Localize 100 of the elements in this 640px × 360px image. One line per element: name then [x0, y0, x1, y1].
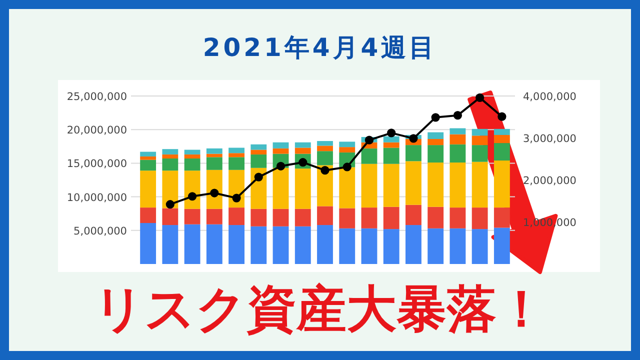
bar [472, 229, 488, 264]
bar [339, 228, 356, 264]
bar [317, 225, 333, 264]
bar [140, 208, 156, 224]
bar [494, 134, 510, 144]
bar [428, 228, 444, 264]
bar [228, 225, 244, 264]
bar [294, 142, 311, 148]
bar [140, 160, 156, 171]
bar [450, 208, 466, 228]
bar [184, 154, 200, 158]
bar [272, 226, 289, 264]
bar [294, 168, 311, 209]
bar [162, 208, 178, 226]
bar [250, 144, 267, 150]
bar [206, 148, 222, 154]
bar [228, 153, 244, 158]
bar [140, 152, 156, 156]
y-tick-label: 10,000,000 [66, 192, 127, 204]
bar [228, 148, 244, 154]
bar [228, 208, 244, 226]
bar [406, 225, 422, 264]
bar [428, 206, 444, 228]
y-tick-label: 25,000,000 [66, 91, 127, 103]
bar [361, 164, 378, 208]
bar [361, 228, 378, 264]
bar [450, 128, 466, 134]
chart-title: 2021年4月4週目 [202, 33, 438, 62]
bar [317, 141, 333, 146]
bar [361, 208, 378, 228]
bar [450, 228, 466, 264]
bar [450, 144, 466, 163]
bar [294, 208, 311, 226]
bar [294, 226, 311, 264]
bar [228, 157, 244, 170]
point [210, 188, 219, 198]
bar [450, 162, 466, 208]
y-tick-label: 5,000,000 [74, 225, 127, 238]
bar [140, 156, 156, 160]
point [431, 113, 440, 122]
bar [339, 147, 356, 152]
bar [428, 145, 444, 163]
bar [250, 150, 267, 154]
bar [140, 170, 156, 208]
point [276, 162, 286, 170]
point [387, 128, 396, 138]
text: リスク資産大暴落！ [94, 280, 546, 338]
bar [317, 146, 333, 152]
bar [383, 136, 400, 142]
point [476, 93, 484, 102]
bar [472, 162, 488, 208]
y-tick-label: 20,000,000 [66, 124, 127, 137]
y2-tick-label: 4,000,000 [523, 91, 576, 103]
point [232, 194, 241, 202]
bar [250, 226, 267, 264]
bar [472, 128, 488, 136]
point [188, 192, 197, 201]
bar [206, 154, 222, 158]
bar [494, 160, 510, 208]
bar [162, 225, 178, 264]
point [254, 172, 263, 182]
bar [206, 208, 222, 224]
bar [162, 154, 178, 158]
point [498, 112, 506, 121]
bar [383, 148, 400, 164]
bar [250, 154, 267, 168]
point [364, 136, 374, 144]
point [166, 200, 174, 209]
bar [250, 208, 267, 226]
bar [383, 229, 400, 264]
bar [272, 148, 289, 154]
bar [339, 208, 356, 228]
bar [184, 208, 200, 224]
bar [406, 145, 422, 162]
bar [339, 142, 356, 148]
bar [494, 128, 510, 135]
bar [140, 223, 156, 264]
y2-tick-label: 2,000,000 [523, 175, 576, 187]
y-tick-label: 15,000,000 [66, 158, 127, 170]
bar [472, 136, 488, 146]
bar [206, 224, 222, 264]
bar [383, 206, 400, 230]
bar [317, 151, 333, 166]
bar [406, 204, 422, 226]
point [453, 111, 462, 120]
bar [184, 158, 200, 171]
bar [272, 142, 289, 148]
bar [339, 167, 356, 208]
point [342, 162, 352, 172]
y2-tick-label: 3,000,000 [523, 133, 576, 145]
bar [206, 157, 222, 170]
point [320, 166, 330, 175]
bar [272, 168, 289, 209]
bar [472, 208, 488, 230]
bar [428, 139, 444, 146]
bar [472, 145, 488, 162]
bar [428, 162, 444, 207]
bar [428, 132, 444, 140]
bar [272, 208, 289, 226]
bar [361, 148, 378, 164]
